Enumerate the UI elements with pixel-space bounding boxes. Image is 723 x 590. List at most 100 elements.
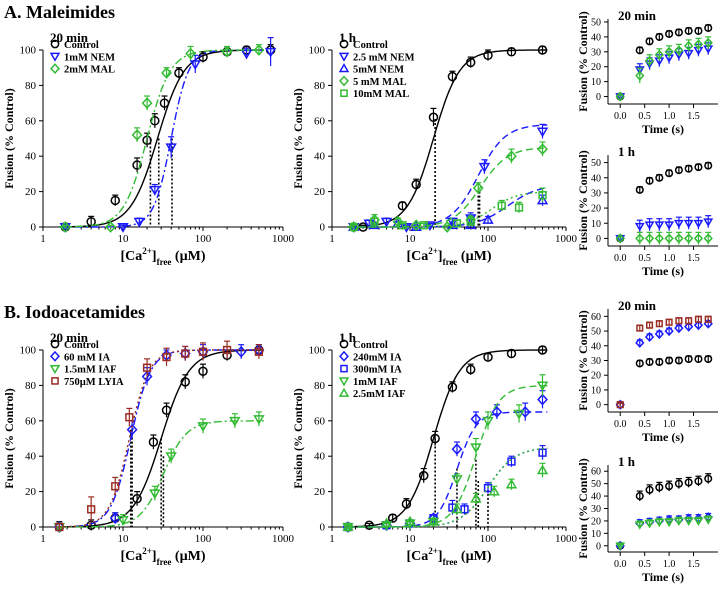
data-point (615, 235, 626, 244)
fit-curve (347, 385, 548, 528)
data-point (655, 320, 663, 328)
data-point (673, 517, 684, 527)
data-point (131, 129, 143, 141)
data-point (380, 517, 393, 528)
legend-marker (49, 52, 61, 62)
data-point (221, 45, 233, 58)
data-point (654, 328, 664, 340)
legend-marker (49, 364, 61, 375)
y-tick-label: 40 (591, 173, 601, 184)
y-tick-label: 100 (309, 345, 326, 357)
data-point (536, 381, 549, 392)
data-point (683, 219, 694, 229)
data-point (397, 201, 408, 211)
data-point (451, 503, 463, 514)
series-1mm-nem (615, 42, 714, 102)
x-axis-label-part: free (443, 557, 458, 567)
x-axis-label: [Ca2+]free (µM) (120, 246, 205, 267)
data-point (536, 127, 549, 138)
y-tick-label: 0 (596, 92, 601, 103)
data-point (148, 437, 159, 447)
data-point (483, 483, 493, 493)
x-tick-label: 1.5 (687, 253, 700, 264)
x-tick-label: 10 (405, 533, 417, 545)
data-point (635, 233, 645, 244)
data-point (674, 356, 683, 365)
data-point (401, 499, 412, 509)
data-point (198, 347, 208, 356)
legend-marker (339, 339, 349, 349)
data-point (447, 71, 458, 82)
data-point (655, 173, 664, 182)
legend-marker (338, 377, 350, 387)
chart-title: 20 min (618, 8, 657, 23)
data-point (664, 221, 675, 230)
x-tick-label: 0.5 (638, 559, 651, 570)
data-point (185, 47, 197, 60)
x-axis-label: [Ca2+]free (µM) (120, 546, 205, 567)
data-point (635, 492, 644, 501)
legend-marker (338, 63, 350, 73)
y-tick-label: 80 (25, 80, 37, 92)
x-tick-label: 0.0 (614, 253, 627, 264)
data-point (704, 161, 713, 170)
data-point (704, 354, 713, 364)
legend-label: Control (353, 340, 388, 351)
y-tick-label: 100 (20, 45, 37, 57)
data-point (254, 347, 264, 356)
x-tick-label: 1 (40, 533, 46, 545)
chart-title: 1 h (339, 330, 357, 345)
data-point (513, 409, 525, 420)
data-point (644, 233, 655, 244)
legend-label: 2.5 mM NEM (353, 52, 415, 63)
x-tick-label: 1000 (555, 233, 578, 245)
chart-b1: 1 10 100 1000 0 20 40 60 80 100 Fusion (% Control)… (2, 330, 295, 567)
data-point (181, 349, 190, 358)
x-tick-label: 10 (118, 533, 130, 545)
legend-marker (50, 339, 60, 349)
data-point (684, 478, 693, 487)
y-tick-label: 20 (314, 186, 326, 198)
x-axis-label-part: 2+ (428, 246, 438, 256)
data-point (537, 143, 548, 156)
legend-label: 2mM MAL (64, 65, 115, 76)
data-point (470, 492, 482, 503)
y-tick-label: 30 (591, 356, 601, 367)
legend-label: 1mM IAF (353, 377, 398, 388)
data-point (665, 356, 674, 365)
y-axis-label: Fusion (% Control) (2, 388, 16, 488)
y-tick-label: 40 (25, 451, 37, 463)
legend-label: 10mM MAL (353, 89, 409, 100)
data-point (161, 405, 172, 415)
data-point (674, 28, 683, 37)
series-60-mm-ia (615, 318, 713, 410)
series-control (616, 161, 713, 243)
x-tick-label: 1.0 (663, 559, 676, 570)
x-tick-label: 10 (118, 233, 130, 245)
y-axis-label: Fusion (% Control) (576, 458, 590, 558)
x-axis-label-part: [Ca (120, 549, 142, 564)
data-point (694, 315, 702, 323)
data-point (694, 26, 703, 35)
chart-title: 20 min (50, 330, 89, 345)
y-axis-label: Fusion (% Control) (576, 150, 590, 250)
series-iaf (615, 515, 714, 551)
x-tick-label: 0.5 (638, 419, 651, 430)
legend-label: 5mM NEM (353, 65, 404, 76)
data-point (538, 190, 547, 200)
chart-title: 20 min (618, 298, 657, 313)
data-point (132, 160, 142, 170)
section-a-title: A. Maleimides (4, 2, 115, 22)
data-point (615, 542, 626, 551)
data-point (497, 201, 506, 210)
y-axis-label: Fusion (% Control) (291, 388, 305, 488)
data-point (174, 68, 184, 78)
data-point (634, 222, 645, 232)
x-axis-label-part: ] (438, 249, 443, 264)
x-axis-label-part: [Ca (120, 249, 142, 264)
data-point (514, 203, 524, 212)
data-point (635, 359, 644, 368)
chart-title: 20 min (50, 30, 89, 45)
x-axis-label-part: 2+ (142, 246, 152, 256)
